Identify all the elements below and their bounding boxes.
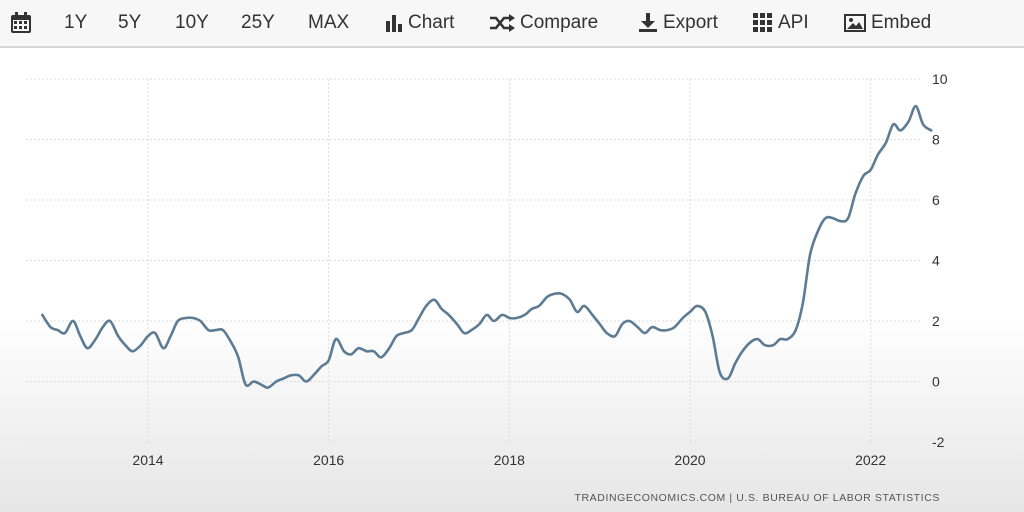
api-label: API	[778, 12, 809, 33]
y-tick-label: 2	[932, 313, 940, 329]
range-max-button[interactable]: MAX	[308, 12, 350, 33]
grid-icon	[753, 13, 773, 33]
range-5y-button[interactable]: 5Y	[118, 12, 142, 33]
x-tick-label: 2016	[313, 452, 344, 468]
y-tick-label: 6	[932, 192, 940, 208]
y-axis-ticks: -2 0 2 4 6 8 10	[932, 71, 948, 450]
chart-label: Chart	[408, 12, 455, 33]
range-25y-button[interactable]: 25Y	[241, 12, 275, 33]
chart-toolbar: 1Y 5Y 10Y 25Y MAX Chart Compare	[0, 0, 1024, 46]
x-tick-label: 2018	[494, 452, 525, 468]
compare-button[interactable]: Compare	[489, 0, 598, 46]
y-tick-label: 0	[932, 374, 940, 390]
export-button[interactable]: Export	[638, 0, 718, 46]
series-line	[41, 104, 933, 389]
chart-button[interactable]: Chart	[385, 0, 454, 46]
x-tick-label: 2022	[855, 452, 886, 468]
source-attribution: TRADINGECONOMICS.COM | U.S. BUREAU OF LA…	[574, 492, 940, 504]
range-10y-button[interactable]: 10Y	[175, 12, 209, 33]
line-chart: -2 0 2 4 6 8 10 2014 2016 2018 2020 2022	[26, 71, 948, 468]
calendar-icon	[10, 12, 32, 34]
y-tick-label: -2	[932, 434, 945, 450]
download-icon	[638, 13, 658, 33]
y-tick-label: 4	[932, 253, 940, 269]
y-tick-label: 8	[932, 132, 940, 148]
x-axis-ticks: 2014 2016 2018 2020 2022	[132, 452, 886, 468]
embed-button[interactable]: Embed	[844, 0, 931, 46]
x-tick-label: 2020	[674, 452, 705, 468]
shuffle-icon	[489, 14, 515, 32]
x-tick-label: 2014	[132, 452, 163, 468]
grid-lines	[26, 78, 922, 443]
image-icon	[844, 14, 866, 32]
toolbar-divider	[0, 46, 1024, 48]
range-1y-button[interactable]: 1Y	[64, 12, 88, 33]
api-button[interactable]: API	[753, 0, 809, 46]
calendar-button[interactable]	[10, 0, 37, 46]
compare-label: Compare	[520, 12, 599, 33]
bar-chart-icon	[385, 14, 403, 32]
embed-label: Embed	[871, 12, 932, 33]
y-tick-label: 10	[932, 71, 948, 87]
export-label: Export	[663, 12, 718, 33]
